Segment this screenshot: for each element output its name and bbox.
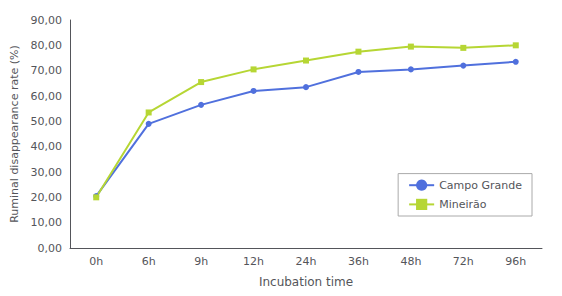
svg-text:40,00: 40,00 xyxy=(31,140,63,153)
svg-text:10,00: 10,00 xyxy=(31,216,63,229)
svg-text:24h: 24h xyxy=(296,255,317,268)
svg-text:90,00: 90,00 xyxy=(31,14,63,27)
svg-text:Ruminal disappearance rate (%): Ruminal disappearance rate (%) xyxy=(8,45,21,223)
svg-text:0,00: 0,00 xyxy=(38,242,63,255)
svg-text:Mineirão: Mineirão xyxy=(439,198,487,211)
svg-text:12h: 12h xyxy=(243,255,264,268)
svg-text:70,00: 70,00 xyxy=(31,64,63,77)
svg-text:9h: 9h xyxy=(194,255,208,268)
svg-text:48h: 48h xyxy=(400,255,421,268)
svg-text:20,00: 20,00 xyxy=(31,191,63,204)
svg-text:36h: 36h xyxy=(348,255,369,268)
svg-text:80,00: 80,00 xyxy=(31,39,63,52)
svg-text:Campo Grande: Campo Grande xyxy=(439,179,522,192)
svg-text:50,00: 50,00 xyxy=(31,115,63,128)
svg-text:Incubation time: Incubation time xyxy=(259,275,353,289)
svg-text:6h: 6h xyxy=(142,255,156,268)
svg-text:0h: 0h xyxy=(89,255,103,268)
svg-text:60,00: 60,00 xyxy=(31,90,63,103)
svg-text:72h: 72h xyxy=(453,255,474,268)
svg-text:96h: 96h xyxy=(505,255,526,268)
svg-text:30,00: 30,00 xyxy=(31,166,63,179)
